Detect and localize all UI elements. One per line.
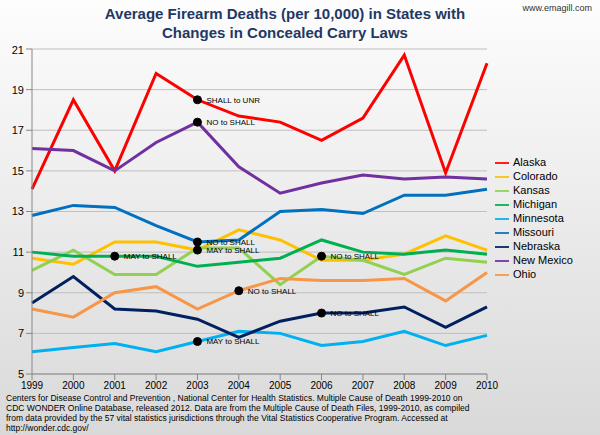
svg-text:2007: 2007: [352, 380, 375, 391]
svg-text:2002: 2002: [145, 380, 168, 391]
svg-text:MAY to SHALL: MAY to SHALL: [206, 246, 260, 255]
svg-text:2008: 2008: [393, 380, 416, 391]
svg-text:15: 15: [12, 165, 24, 177]
html-text:Colorado: Colorado: [513, 169, 558, 182]
html-text:www.emagill.com: www.emagill.com: [522, 3, 592, 13]
svg-text:21: 21: [12, 44, 24, 56]
svg-text:NO to SHALL: NO to SHALL: [331, 252, 380, 261]
html-text:Alaska: Alaska: [513, 155, 546, 168]
svg-text:1999: 1999: [21, 380, 44, 391]
svg-text:NO to SHALL: NO to SHALL: [206, 118, 255, 127]
svg-text:2009: 2009: [435, 380, 458, 391]
svg-text:2010: 2010: [476, 380, 499, 391]
html-text:Kansas: Kansas: [513, 183, 550, 196]
svg-text:13: 13: [12, 205, 24, 217]
svg-text:2003: 2003: [186, 380, 209, 391]
html-text:Nebraska: Nebraska: [513, 240, 561, 253]
svg-text:MAY to SHALL: MAY to SHALL: [206, 337, 260, 346]
svg-text:MAY to SHALL: MAY to SHALL: [124, 252, 178, 261]
svg-text:5: 5: [18, 368, 24, 380]
html-text:Minnesota: Minnesota: [513, 212, 564, 224]
html-text:Missouri: Missouri: [513, 226, 554, 238]
svg-text:2004: 2004: [228, 380, 251, 391]
svg-text:2006: 2006: [310, 380, 333, 391]
svg-text:SHALL to UNR: SHALL to UNR: [206, 96, 260, 105]
svg-text:11: 11: [13, 246, 24, 258]
svg-text:2001: 2001: [104, 380, 127, 391]
svg-text:17: 17: [12, 124, 24, 136]
html-text:Average Firearm Deaths (per 10: Average Firearm Deaths (per 10,000) in S…: [104, 5, 466, 41]
svg-text:7: 7: [18, 327, 24, 339]
html-text:Michigan: Michigan: [513, 197, 557, 210]
html-text:New Mexico: New Mexico: [513, 254, 573, 267]
svg-text:NO to SHALL: NO to SHALL: [206, 237, 255, 247]
svg-text:2000: 2000: [62, 380, 85, 391]
svg-text:9: 9: [18, 287, 24, 299]
html-text:Ohio: Ohio: [513, 268, 537, 281]
svg-text:19: 19: [12, 84, 24, 96]
svg-text:2005: 2005: [269, 380, 292, 391]
svg-text:NO to SHALL: NO to SHALL: [331, 309, 380, 318]
html-text:Centers for Disease Control an: Centers for Disease Control and Preventi…: [6, 393, 470, 433]
svg-text:NO to SHALL: NO to SHALL: [248, 287, 297, 296]
